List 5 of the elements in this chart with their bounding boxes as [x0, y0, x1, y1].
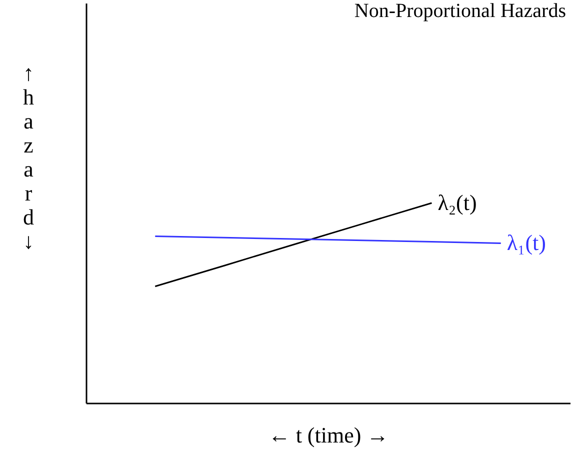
chart-title: Non-Proportional Hazards: [354, 0, 566, 22]
x-axis-title: ← t (time) →: [268, 422, 389, 448]
series-label: λ₁(t): [506, 230, 546, 256]
series-label: λ₂(t): [438, 190, 477, 215]
y-axis-title: ↑ hazard ↓: [23, 60, 34, 254]
